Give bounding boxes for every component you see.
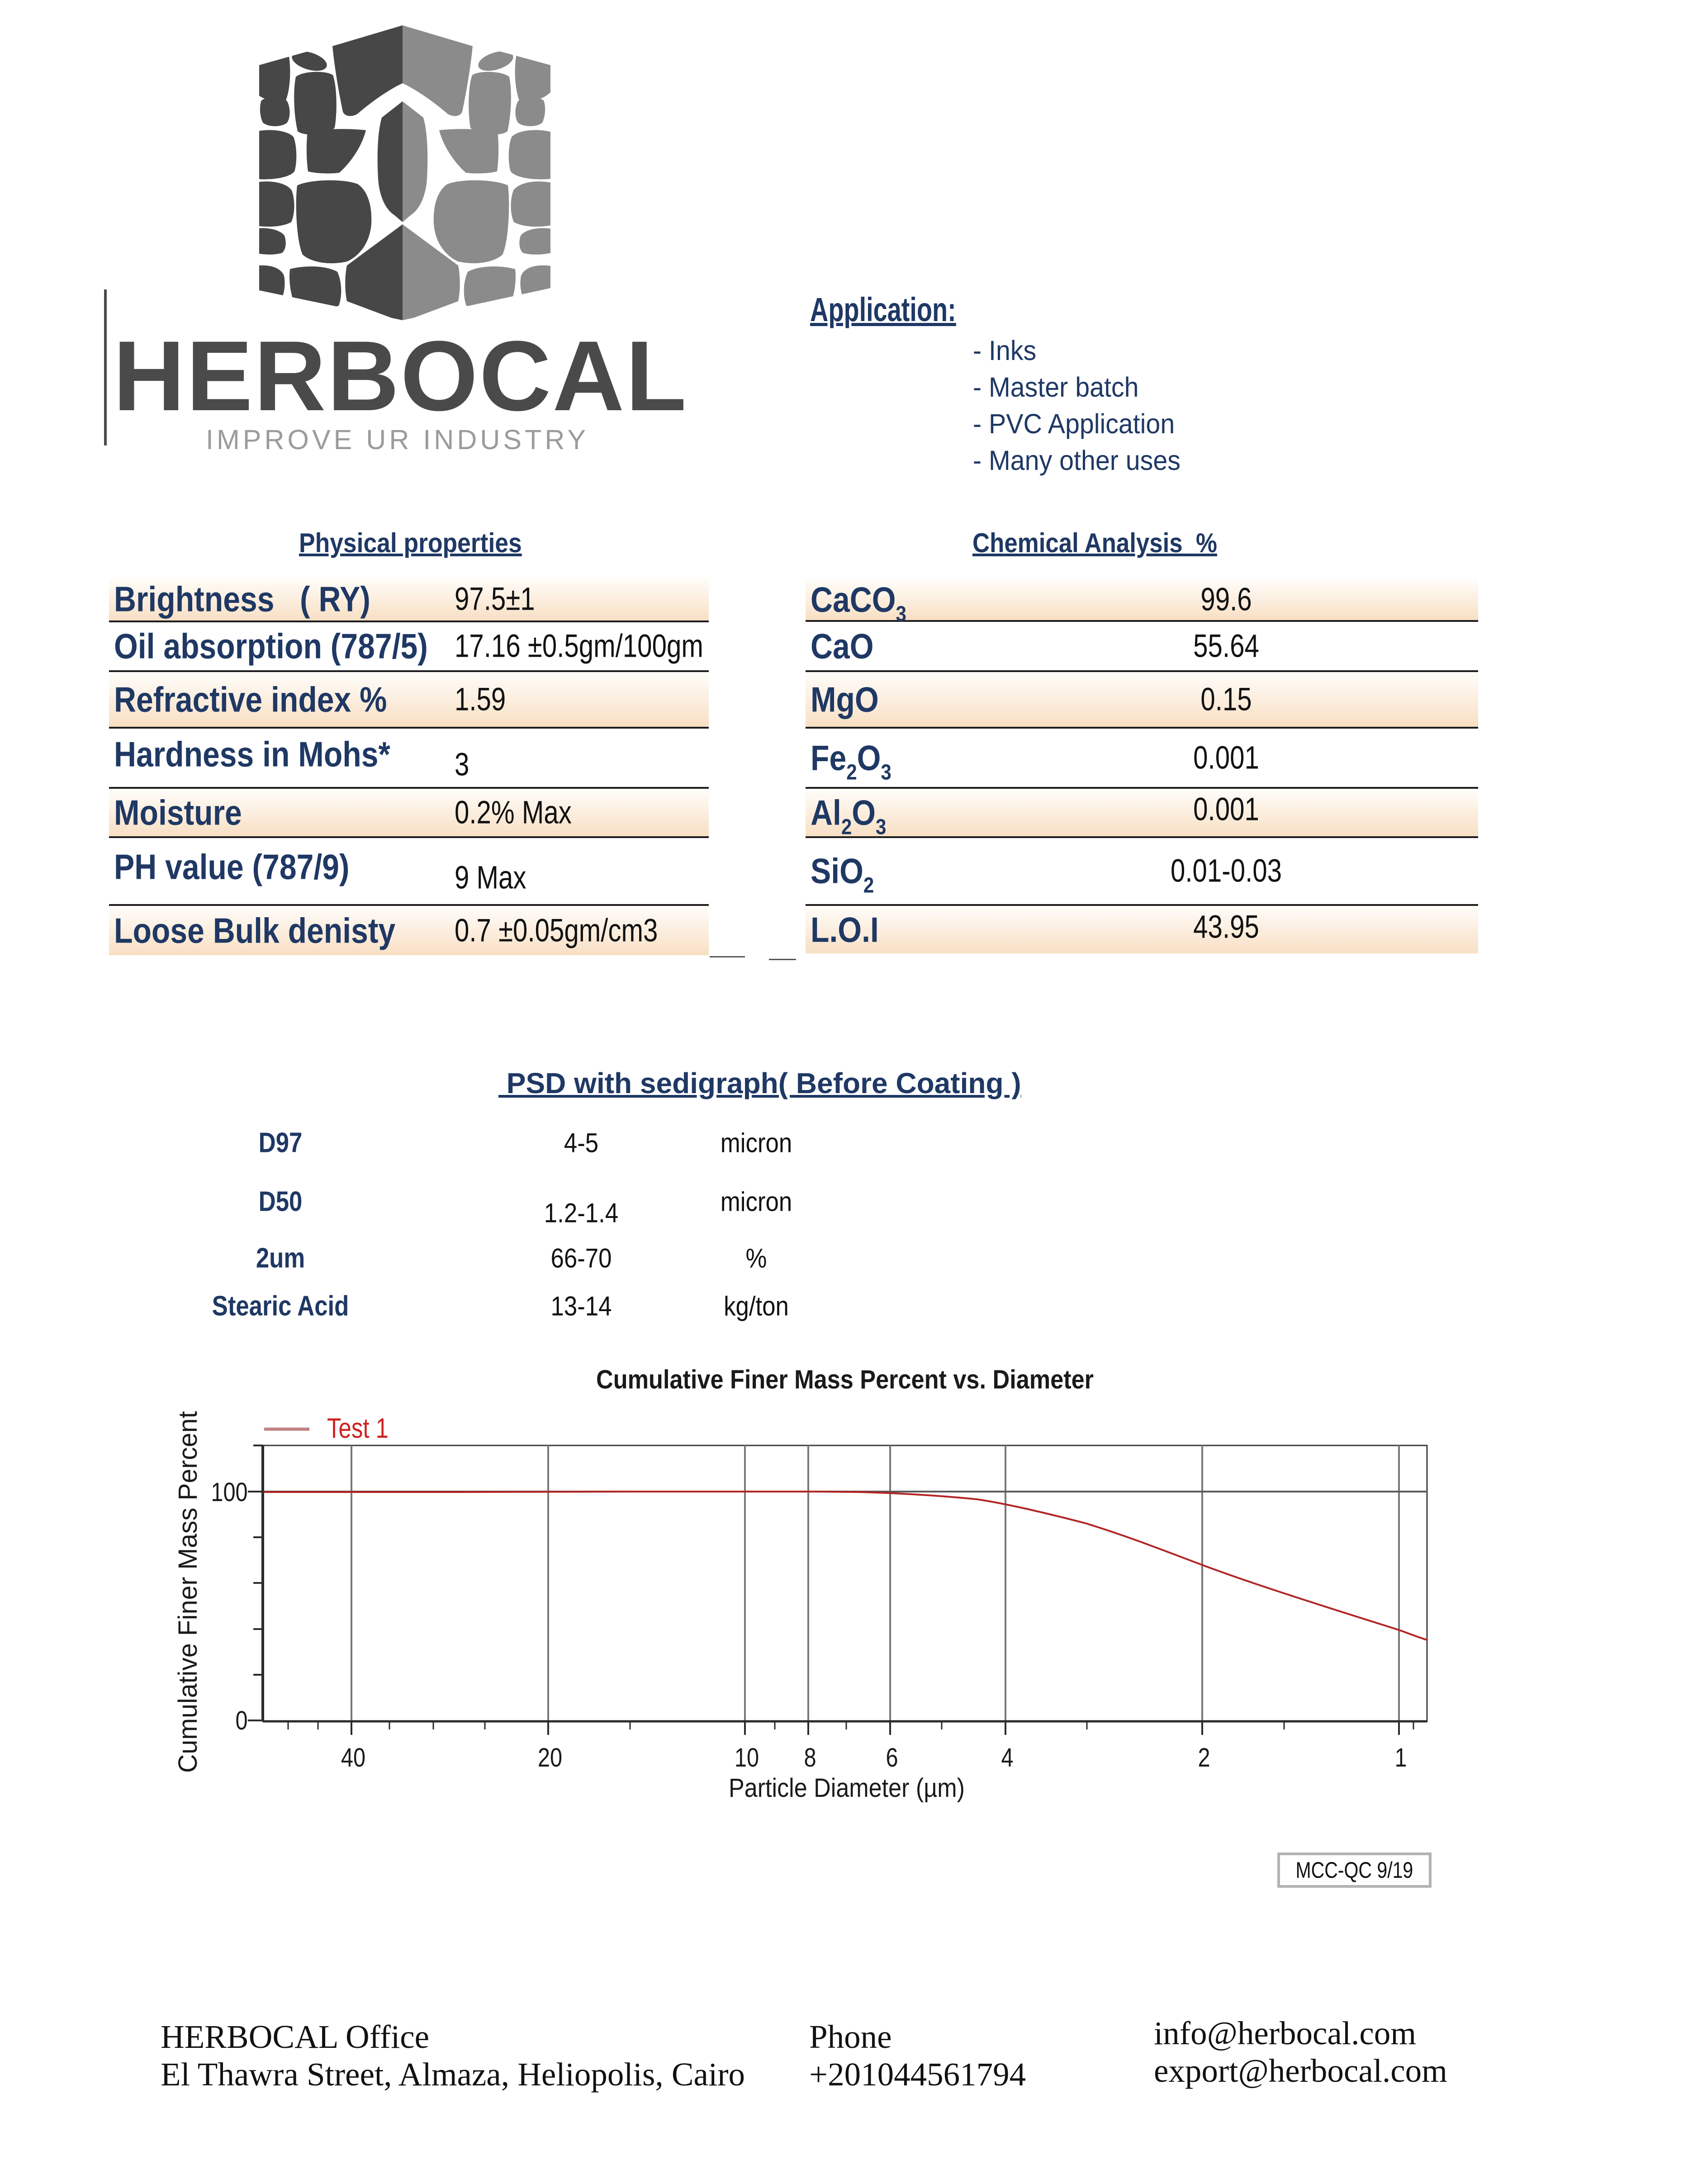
svg-text:20: 20 xyxy=(538,1743,562,1772)
svg-text:4: 4 xyxy=(1001,1743,1013,1772)
svg-text:10: 10 xyxy=(735,1743,759,1772)
svg-text:1: 1 xyxy=(1394,1743,1407,1772)
svg-text:0: 0 xyxy=(235,1706,247,1735)
svg-text:40: 40 xyxy=(341,1743,365,1772)
svg-text:100: 100 xyxy=(211,1478,247,1507)
svg-text:Cumulative Finer Mass Percent: Cumulative Finer Mass Percent vs. Diamet… xyxy=(596,1365,1094,1394)
svg-text:Cumulative Finer Mass Percent: Cumulative Finer Mass Percent xyxy=(173,1411,203,1773)
svg-text:Particle Diameter (µm): Particle Diameter (µm) xyxy=(729,1773,965,1803)
svg-text:6: 6 xyxy=(886,1743,898,1772)
svg-text:Test 1: Test 1 xyxy=(327,1413,389,1444)
svg-text:8: 8 xyxy=(804,1743,816,1772)
svg-text:2: 2 xyxy=(1198,1743,1210,1772)
